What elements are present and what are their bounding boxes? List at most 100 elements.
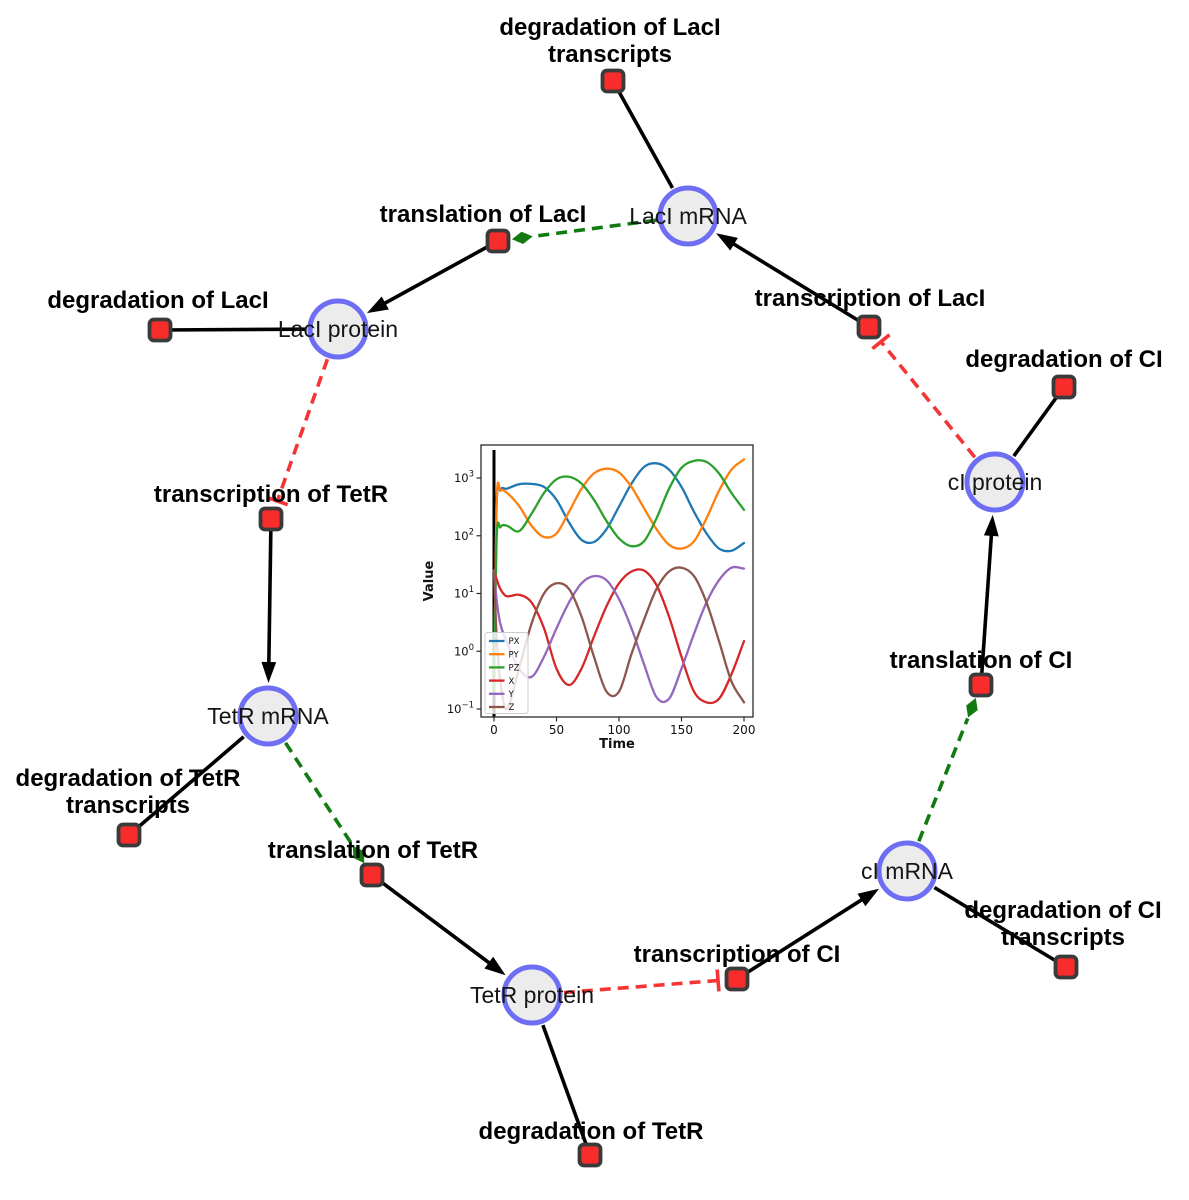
- x-tick-label: 150: [670, 723, 693, 737]
- reaction-deg-ci-transcripts[interactable]: [1053, 954, 1079, 980]
- species-label-tetr-mrna: TetR mRNA: [207, 703, 329, 729]
- y-tick-label: 103: [454, 470, 474, 486]
- reaction-translation-tetr[interactable]: [359, 862, 385, 888]
- legend-label-Y: Y: [508, 690, 515, 700]
- edge-tetr-protein-transcription-ci: [563, 978, 719, 995]
- reaction-deg-ci[interactable]: [1051, 374, 1077, 400]
- reaction-label-deg-tetr: degradation of TetR: [479, 1118, 704, 1145]
- labels-layer: degradation of LacItranscriptstranslatio…: [16, 14, 1163, 1145]
- reaction-translation-ci[interactable]: [968, 672, 994, 698]
- edge-translation-ci-ci-protein: [979, 531, 994, 686]
- arrowhead-icon: [484, 956, 506, 976]
- activation-diamond-icon: [966, 698, 978, 718]
- arrowhead-icon: [716, 233, 738, 251]
- x-tick-label: 200: [733, 723, 756, 737]
- edge-laci-mrna-translation-laci: [533, 218, 657, 239]
- reaction-deg-tetr[interactable]: [577, 1142, 603, 1168]
- edge-transcription-laci-laci-mrna: [729, 240, 870, 329]
- species-label-laci-protein: LacI protein: [278, 316, 398, 342]
- reaction-label-transcription-ci: transcription of CI: [634, 941, 841, 968]
- x-tick-label: 100: [608, 723, 631, 737]
- y-tick-label: 101: [454, 585, 474, 601]
- reaction-label-transcription-laci: transcription of LacI: [755, 285, 986, 312]
- species-tetr-protein[interactable]: [501, 964, 563, 1026]
- reaction-transcription-ci[interactable]: [724, 966, 750, 992]
- activation-diamond-icon: [511, 231, 533, 244]
- inset-chart: 0 50 100 150 20010−1100101102103TimeValuePXP…: [422, 444, 756, 752]
- x-axis-label: Time: [599, 737, 635, 752]
- edge-tetr-mrna-translation-tetr: [283, 741, 354, 846]
- arrowhead-icon: [983, 514, 999, 537]
- series-line-PY: [492, 458, 746, 693]
- legend-label-X: X: [509, 677, 515, 687]
- reaction-label-deg-laci-transcripts: transcripts: [548, 41, 672, 68]
- edge-transcription-ci-ci-mrna: [736, 896, 866, 981]
- arrowhead-icon: [857, 888, 880, 907]
- arrowhead-icon: [366, 296, 389, 314]
- species-label-laci-mrna: LacI mRNA: [629, 203, 747, 229]
- species-label-tetr-protein: TetR protein: [470, 982, 594, 1008]
- species-ci-mrna[interactable]: [876, 840, 938, 902]
- series-line-PZ: [492, 459, 746, 693]
- arrowhead-icon: [261, 661, 277, 683]
- reaction-label-translation-laci: translation of LacI: [380, 201, 587, 228]
- reactions-layer: [116, 68, 1079, 1168]
- inhibition-bar-icon: [871, 333, 891, 351]
- y-axis-label: Value: [422, 560, 437, 601]
- y-tick-label: 102: [454, 527, 474, 543]
- reaction-label-deg-ci-transcripts: transcripts: [1001, 924, 1125, 951]
- species-laci-protein[interactable]: [307, 298, 369, 360]
- reaction-translation-laci[interactable]: [485, 228, 511, 254]
- plot-frame: [480, 444, 754, 718]
- reaction-label-deg-tetr-transcripts: transcripts: [66, 792, 190, 819]
- reaction-label-deg-ci: degradation of CI: [965, 346, 1162, 373]
- y-tick-label: 10−1: [447, 701, 474, 717]
- edge-transcription-tetr-tetr-mrna: [267, 518, 273, 667]
- legend-label-PY: PY: [509, 650, 520, 660]
- species-label-ci-mrna: cI mRNA: [861, 858, 954, 884]
- legend-label-PZ: PZ: [509, 664, 520, 674]
- inhibition-bar-icon: [715, 969, 721, 992]
- legend-label-PX: PX: [509, 637, 520, 647]
- species-laci-mrna[interactable]: [657, 185, 719, 247]
- edge-ci-mrna-translation-ci: [917, 717, 970, 842]
- edge-ci-protein-transcription-laci: [879, 340, 977, 459]
- reaction-label-deg-ci-transcripts: degradation of CI: [964, 897, 1161, 924]
- edges-layer: [127, 80, 1067, 1156]
- species-tetr-mrna[interactable]: [237, 685, 299, 747]
- x-tick-label: 0: [490, 723, 498, 737]
- reaction-deg-tetr-transcripts[interactable]: [116, 822, 142, 848]
- legend-box: [484, 632, 529, 714]
- y-tick-label: 100: [454, 643, 474, 659]
- inhibition-bar-icon: [266, 495, 289, 507]
- reaction-label-deg-laci: degradation of LacI: [47, 287, 268, 314]
- edge-laci-protein-transcription-tetr: [275, 358, 330, 502]
- reaction-label-translation-tetr: translation of TetR: [268, 837, 478, 864]
- activation-diamond-icon: [352, 845, 365, 864]
- reaction-label-deg-laci-transcripts: degradation of LacI: [499, 14, 720, 41]
- legend-label-Z: Z: [509, 703, 515, 713]
- x-tick-label: 50: [549, 723, 564, 737]
- edge-tetr-protein-deg-tetr: [541, 1024, 592, 1156]
- reaction-label-deg-tetr-transcripts: degradation of TetR: [16, 765, 241, 792]
- reaction-label-transcription-tetr: transcription of TetR: [154, 481, 388, 508]
- reaction-deg-laci-transcripts[interactable]: [600, 68, 626, 94]
- edge-ci-mrna-deg-ci-transcripts: [933, 885, 1067, 969]
- reaction-label-translation-ci: translation of CI: [890, 647, 1073, 674]
- edge-translation-tetr-tetr-protein: [370, 873, 494, 967]
- reaction-deg-laci[interactable]: [147, 317, 173, 343]
- reaction-transcription-laci[interactable]: [856, 314, 882, 340]
- species-layer: [237, 185, 1026, 1026]
- reaction-transcription-tetr[interactable]: [258, 506, 284, 532]
- species-ci-protein[interactable]: [964, 451, 1026, 513]
- series-line-X: [492, 568, 746, 705]
- chart-legend: PX PY PZ XYZ: [484, 632, 529, 714]
- edge-translation-laci-laci-protein: [380, 239, 499, 307]
- edge-laci-mrna-deg-laci-transcripts: [611, 80, 675, 189]
- edge-tetr-mrna-deg-tetr-transcripts: [127, 735, 245, 837]
- species-label-ci-protein: cI protein: [948, 469, 1043, 495]
- edge-laci-protein-deg-laci: [159, 327, 307, 332]
- series-line-PX: [492, 462, 746, 693]
